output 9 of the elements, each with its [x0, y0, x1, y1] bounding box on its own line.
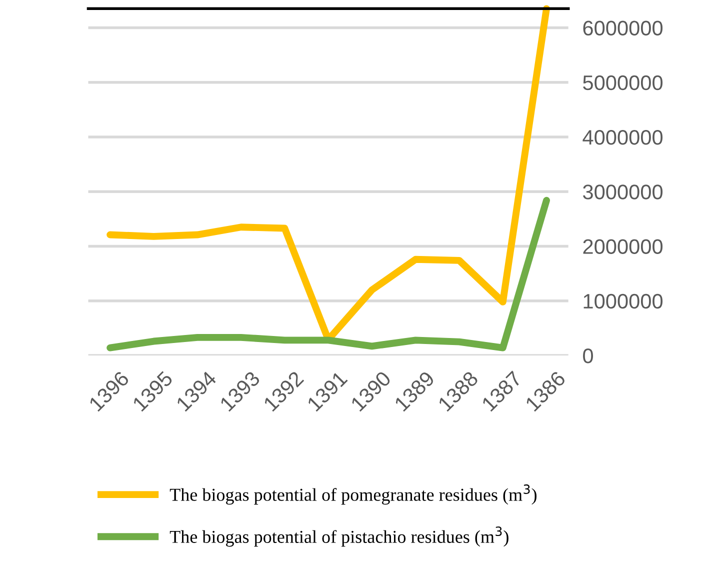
legend-label: The biogas potential of pomegranate residues (m$^{3}$): [170, 484, 536, 505]
legend-label: The biogas potential of pistachio residues (m$^{3}$): [170, 526, 508, 547]
y-tick-label: 4000000: [582, 130, 663, 145]
y-tick-label: 1000000: [584, 294, 663, 309]
y-tick-label: 2000000: [583, 239, 663, 254]
y-tick-label: 6000000: [583, 20, 663, 36]
y-tick-label: 0: [583, 348, 593, 364]
y-tick-label: 3000000: [583, 184, 663, 200]
y-tick-label: 5000000: [583, 75, 663, 90]
